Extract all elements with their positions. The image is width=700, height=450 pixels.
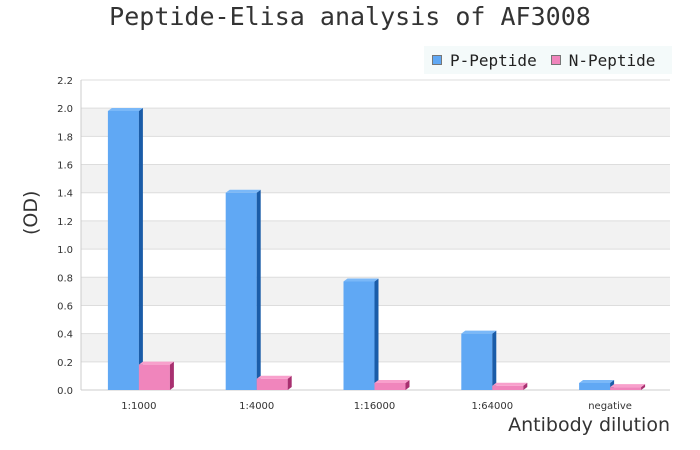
bar-top — [374, 379, 410, 383]
bar-top — [225, 189, 261, 193]
chart-title: Peptide-Elisa analysis of AF3008 — [109, 2, 591, 31]
legend: P-Peptide N-Peptide — [424, 46, 672, 74]
y-tick-label: 2.2 — [57, 76, 73, 87]
y-tick-label: 1.8 — [57, 132, 73, 143]
bar-top — [107, 108, 143, 111]
y-tick-label: 1.6 — [57, 161, 73, 172]
legend-swatch — [432, 55, 442, 65]
bar-n-peptide-negative — [610, 387, 642, 390]
bar-side — [405, 379, 410, 390]
grid-band — [81, 108, 670, 137]
bar-side — [256, 189, 261, 390]
bar-p-peptide-1:64000 — [461, 333, 493, 390]
bar-n-peptide-1:16000 — [374, 382, 406, 390]
legend-label: P-Peptide — [450, 50, 537, 70]
bar-top — [579, 379, 615, 383]
bar-n-peptide-1:1000 — [138, 364, 170, 390]
bar-top — [610, 384, 646, 388]
bar-p-peptide-1:16000 — [343, 281, 375, 390]
bar-side — [287, 375, 292, 390]
y-tick-label: 0.4 — [57, 330, 73, 341]
x-tick-label: 1:4000 — [239, 401, 274, 412]
y-tick-label: 0.6 — [57, 301, 73, 312]
x-tick-label: negative — [588, 401, 632, 412]
y-tick-label: 1.0 — [57, 245, 73, 256]
y-tick-label: 0.2 — [57, 358, 73, 369]
legend-item-n-peptide: N-Peptide — [550, 50, 656, 70]
bar-top — [461, 330, 497, 334]
y-tick-label: 0.8 — [57, 273, 73, 284]
grid-band — [81, 220, 670, 250]
x-axis-label: Antibody dilution — [508, 414, 670, 436]
y-tick-label: 2.0 — [57, 104, 73, 115]
bar-p-peptide-1:1000 — [107, 111, 139, 390]
y-tick-label: 1.2 — [57, 217, 73, 228]
legend-swatch — [550, 55, 561, 65]
x-tick-label: 1:64000 — [472, 401, 514, 412]
bar-side — [138, 108, 143, 390]
y-tick-label: 0.0 — [57, 386, 73, 397]
bar-n-peptide-1:64000 — [492, 385, 524, 390]
x-tick-label: 1:1000 — [121, 401, 156, 412]
x-tick-label: 1:16000 — [354, 401, 396, 412]
bar-top — [256, 375, 292, 379]
y-tick-label: 1.4 — [57, 189, 73, 200]
grid-band — [81, 164, 670, 193]
bar-side — [374, 278, 379, 390]
bar-side — [492, 330, 497, 390]
bar-side — [523, 382, 528, 390]
bar-top — [138, 361, 174, 365]
legend-item-p-peptide: P-Peptide — [432, 51, 537, 70]
legend-label: N-Peptide — [568, 50, 656, 70]
bar-top — [343, 278, 379, 282]
bar-side — [641, 384, 646, 390]
bar-p-peptide-negative — [579, 382, 611, 390]
bar-n-peptide-1:4000 — [256, 378, 288, 390]
bar-top — [492, 382, 528, 386]
bar-p-peptide-1:4000 — [225, 192, 257, 390]
bar-side — [169, 361, 174, 390]
